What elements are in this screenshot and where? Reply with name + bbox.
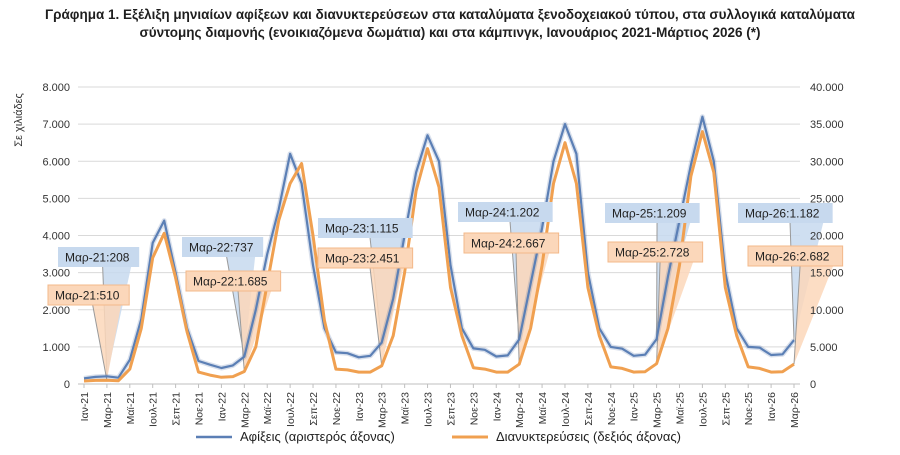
y-tick-label-left: 2.000 xyxy=(42,305,70,317)
y-axis-title: Σε χιλιάδες xyxy=(13,93,25,147)
x-tick-label: Νοε-24 xyxy=(606,392,618,425)
arrivals-callout-label: Μαρ-23:1.115 xyxy=(325,222,399,236)
arrivals-callout-box xyxy=(58,247,140,267)
overnight-callout-label: Μαρ-24:2.667 xyxy=(471,237,546,251)
x-tick-label: Ιουλ-21 xyxy=(148,392,160,427)
x-tick-label: Ιαν-23 xyxy=(354,392,366,422)
arrivals-callout-box xyxy=(458,202,553,222)
y-tick-label-left: 7.000 xyxy=(42,119,70,131)
x-tick-label: Ιουλ-25 xyxy=(697,392,709,427)
x-tick-label: Μαρ-22 xyxy=(239,392,251,428)
x-tick-label: Ιαν-26 xyxy=(766,392,778,422)
overnight-callout-label: Μαρ-26:2.682 xyxy=(755,250,830,264)
overnight-callout-box xyxy=(747,245,844,267)
x-tick-label: Σεπ-21 xyxy=(171,392,183,426)
x-tick-label: Μαϊ-23 xyxy=(400,392,412,424)
callout-leader-line xyxy=(515,252,520,365)
x-tick-label: Μαϊ-22 xyxy=(262,392,274,424)
overnight-callout-box xyxy=(317,247,414,269)
y-tick-label-left: 3.000 xyxy=(42,268,70,280)
overnight-callout-label: Μαρ-25:2.728 xyxy=(615,246,690,260)
callout-leader-line xyxy=(369,267,383,366)
callout-leader-line xyxy=(656,261,661,364)
overnight-callout-pointer xyxy=(516,253,550,365)
x-tick-label: Ιουλ-22 xyxy=(285,392,297,427)
y-tick-label-right: 30.000 xyxy=(810,156,844,168)
arrivals-callout-label: Μαρ-26:1.182 xyxy=(745,207,820,221)
x-tick-label: Σεπ-25 xyxy=(720,392,732,426)
arrivals-callout-box xyxy=(738,203,833,223)
overnight-callout-label: Μαρ-23:2.451 xyxy=(325,252,400,266)
x-tick-label: Σεπ-23 xyxy=(445,392,457,426)
y-tick-label-left: 8.000 xyxy=(42,82,70,94)
overnight-callout-pointer xyxy=(92,305,122,381)
x-tick-label: Ιαν-25 xyxy=(629,392,641,422)
series-lines xyxy=(83,114,796,383)
y-tick-label-right: 10.000 xyxy=(810,305,844,317)
x-tick-label: Νοε-22 xyxy=(331,392,343,425)
y-tick-label-left: 4.000 xyxy=(42,231,70,243)
legend-label-overnight-stays: Διανυκτερεύσεις (δεξιός άξονας) xyxy=(496,429,681,444)
y-tick-label-right: 25.000 xyxy=(810,193,844,205)
legend: Αφίξεις (αριστερός άξονας) Διανυκτερεύσει… xyxy=(196,429,681,444)
overnight-callout-pointer xyxy=(794,266,834,365)
x-tick-label: Μαϊ-21 xyxy=(125,392,137,424)
overnight-stays-line xyxy=(83,130,795,383)
axes: 0 1.000 2.000 3.000 4.000 5.000 6.000 7.000 8.00… xyxy=(13,82,844,428)
overnight-callout-box xyxy=(185,270,282,292)
x-tick-label: Σεπ-24 xyxy=(583,392,595,426)
y-tick-label-left: 0 xyxy=(64,379,70,391)
arrivals-callout-box xyxy=(318,218,413,238)
y-tick-label-left: 6.000 xyxy=(42,156,70,168)
x-tick-label: Ιουλ-23 xyxy=(423,392,435,427)
y-tick-label-right: 15.000 xyxy=(810,268,844,280)
overnight-callout-label: Μαρ-22:1.685 xyxy=(193,275,268,289)
y-tick-label-left: 5.000 xyxy=(42,193,70,205)
arrivals-callout-label: Μαρ-25:1.209 xyxy=(612,207,687,221)
y-tick-label-right: 5.000 xyxy=(810,342,838,354)
x-tick-label: Μαϊ-25 xyxy=(674,392,686,424)
x-tick-label: Ιαν-22 xyxy=(216,392,228,422)
y-tick-label-right: 40.000 xyxy=(810,82,844,94)
x-tick-label: Ιαν-21 xyxy=(79,392,91,422)
arrivals-line xyxy=(83,115,795,380)
arrivals-callout-label: Μαρ-22:737 xyxy=(189,241,254,255)
arrivals-callout-box xyxy=(605,203,700,223)
legend-label-arrivals: Αφίξεις (αριστερός άξονας) xyxy=(240,429,395,444)
x-tick-label: Μαϊ-24 xyxy=(537,392,549,424)
overnight-callout-box xyxy=(463,232,560,254)
callout-leader-line xyxy=(92,304,108,381)
arrivals-callout-label: Μαρ-21:208 xyxy=(65,251,130,265)
chart-title-line-1: Γράφημα 1. Εξέλιξη μηνιαίων αφίξεων και … xyxy=(45,7,855,22)
x-tick-label: Μαρ-21 xyxy=(102,392,114,428)
overnight-callout-label: Μαρ-21:510 xyxy=(55,289,120,303)
chart-title-line-2: σύντομης διαμονής (ενοικιαζόμενα δωμάτια… xyxy=(139,25,761,40)
x-tick-label: Μαρ-23 xyxy=(377,392,389,428)
arrivals-callout-label: Μαρ-24:1.202 xyxy=(465,206,540,220)
y-tick-label-left: 1.000 xyxy=(42,342,70,354)
x-tick-label: Νοε-25 xyxy=(743,392,755,425)
callout-leader-line xyxy=(793,265,801,365)
x-tick-label: Σεπ-22 xyxy=(308,392,320,426)
callout-labels: Μαρ-21:208 Μαρ-21:510 Μαρ-22:737 Μαρ-22:1.6… xyxy=(47,202,844,306)
x-tick-label: Μαρ-26 xyxy=(789,392,801,428)
arrivals-callout-box xyxy=(182,237,264,257)
y-tick-label-right: 20.000 xyxy=(810,231,844,243)
y-tick-label-right: 35.000 xyxy=(810,119,844,131)
x-tick-label: Μαρ-24 xyxy=(514,392,526,428)
chart-title: Γράφημα 1. Εξέλιξη μηνιαίων αφίξεων και … xyxy=(0,6,900,42)
y-tick-label-right: 0 xyxy=(810,379,816,391)
overnight-callout-box xyxy=(47,284,130,306)
callout-leader-line xyxy=(789,222,795,341)
x-tick-label: Ιουλ-24 xyxy=(560,392,572,427)
overnight-callout-box xyxy=(607,241,704,263)
x-tick-label: Μαρ-25 xyxy=(652,392,664,428)
x-tick-label: Ιαν-24 xyxy=(491,392,503,422)
x-tick-label: Νοε-21 xyxy=(194,392,206,425)
x-tick-label: Νοε-23 xyxy=(468,392,480,425)
